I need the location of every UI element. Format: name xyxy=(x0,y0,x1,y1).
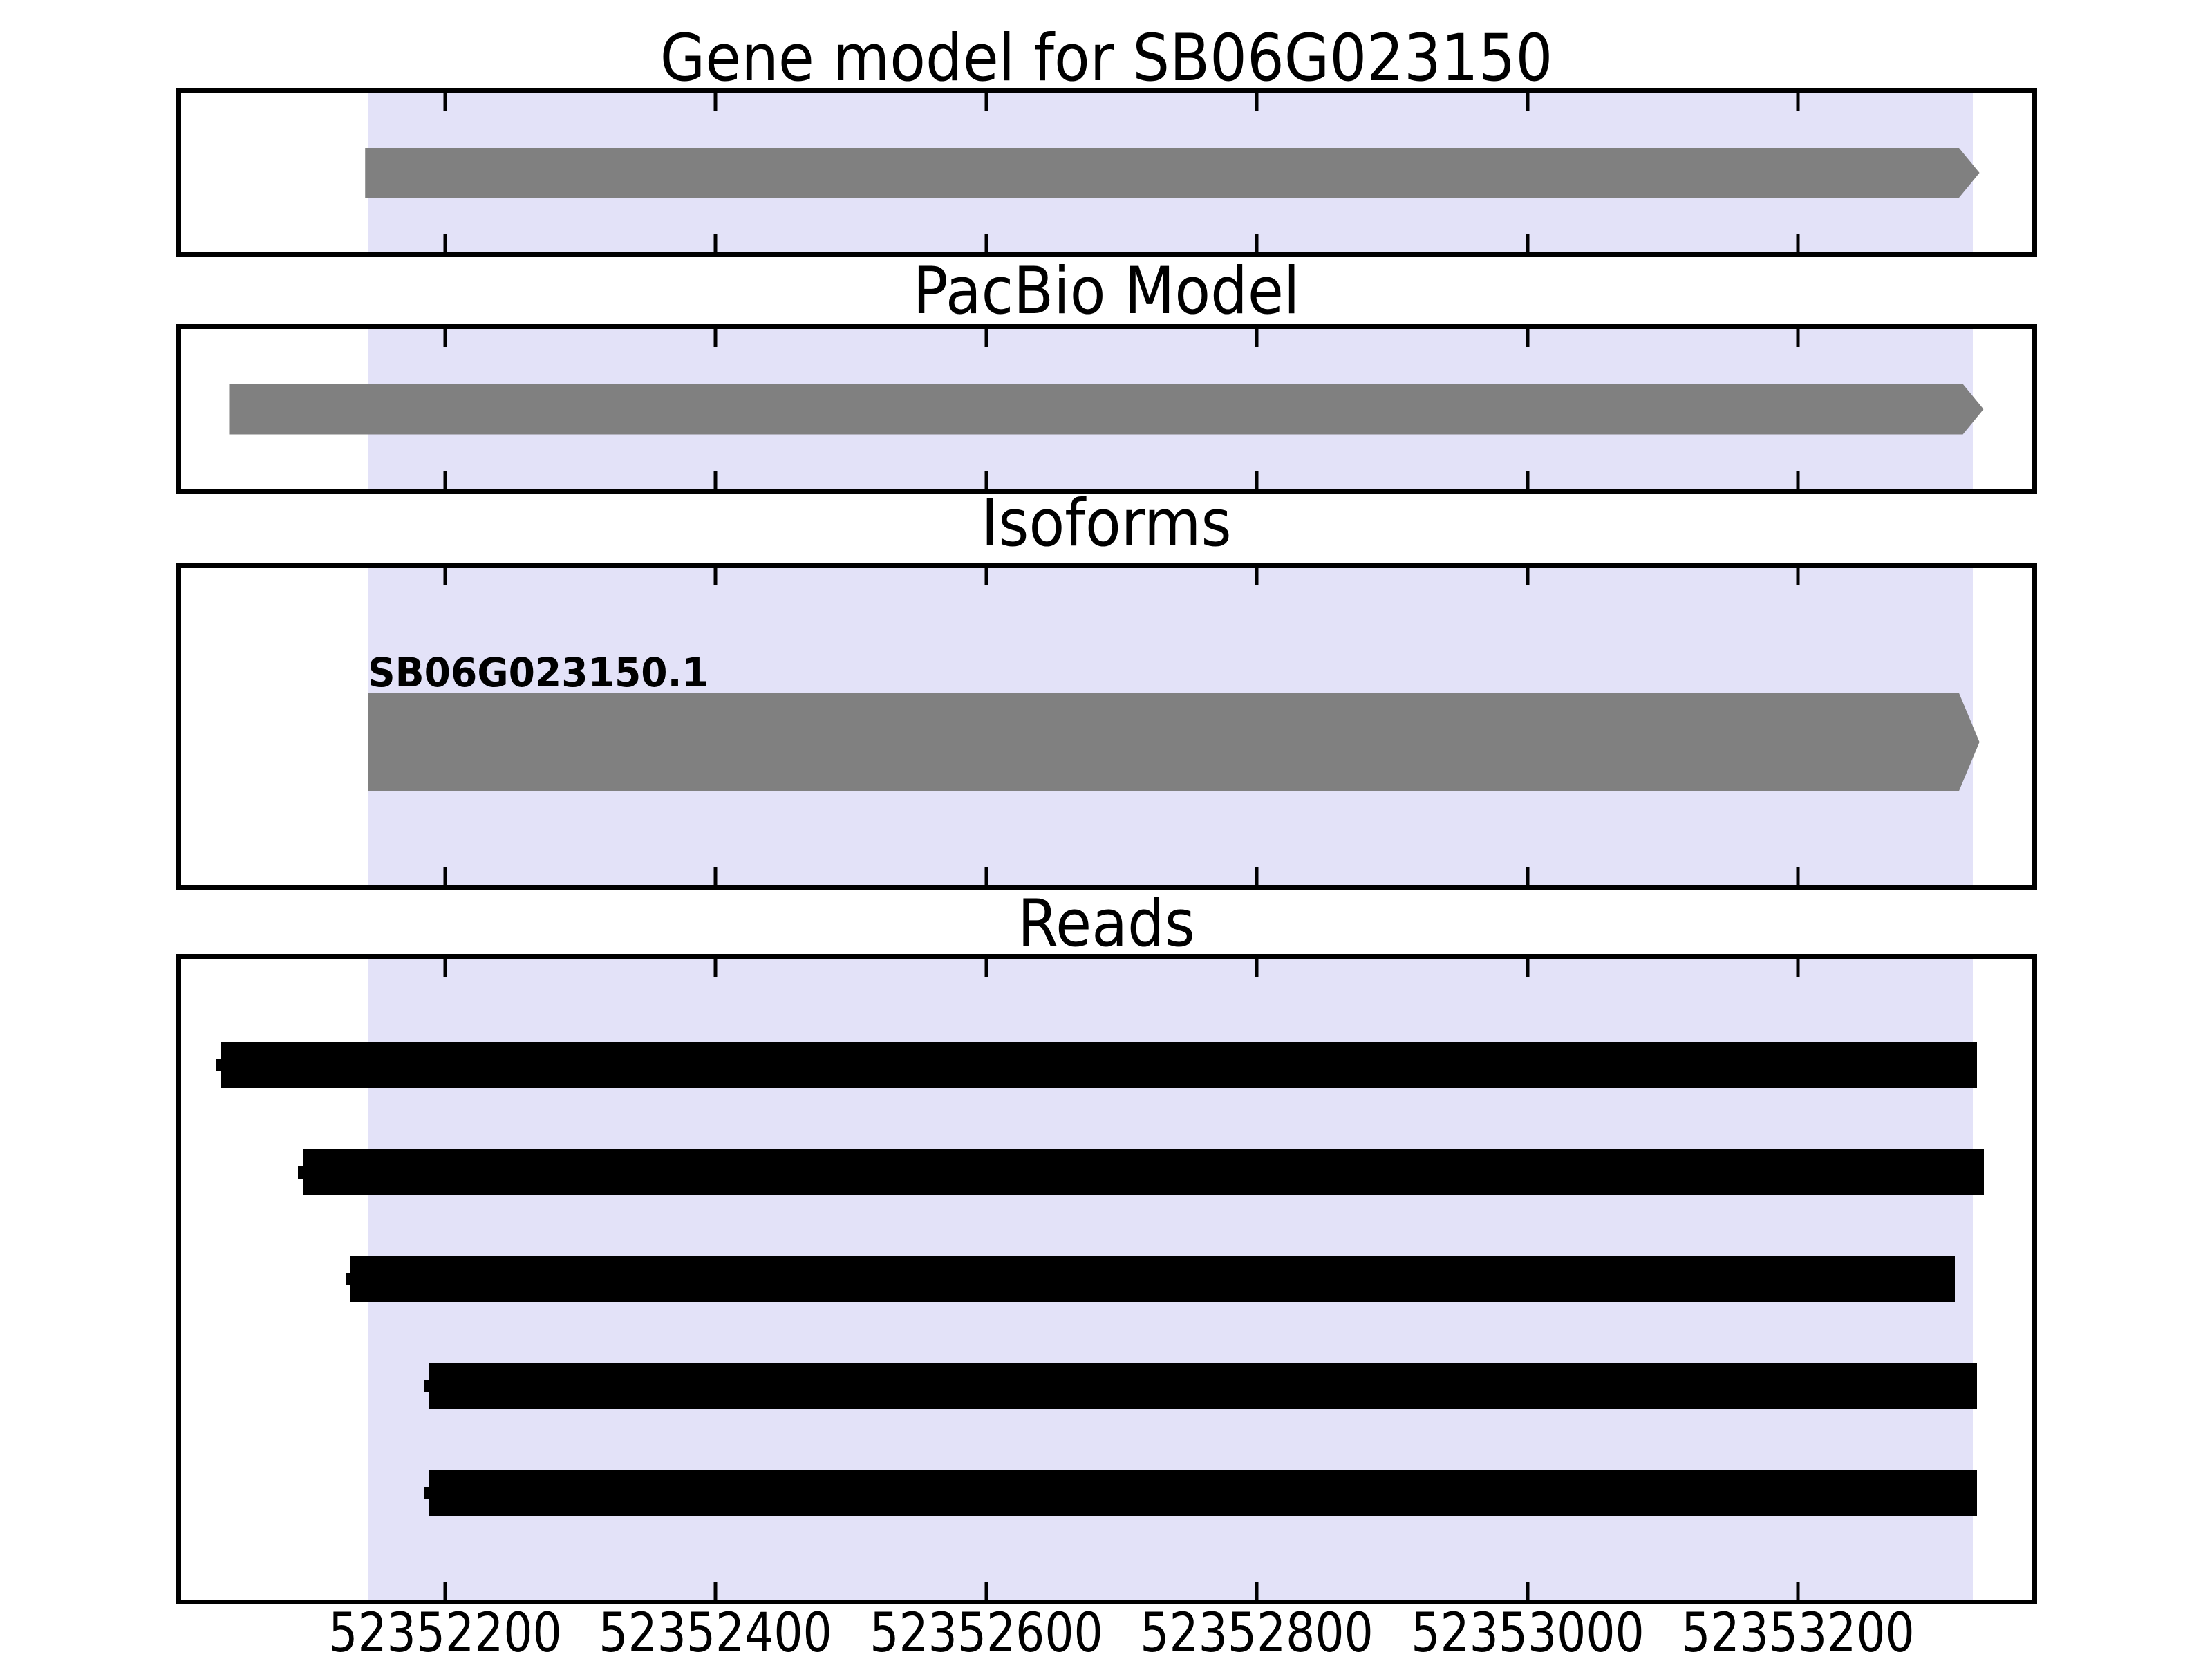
read-start-notch xyxy=(215,1058,225,1071)
axis-tick xyxy=(1255,471,1259,489)
axis-tick xyxy=(1526,867,1530,885)
axis-tick xyxy=(1796,471,1800,489)
axis-tick xyxy=(713,568,718,585)
read-bar xyxy=(424,1470,1977,1517)
track-title-isoforms: Isoforms xyxy=(981,486,1232,561)
axis-tick xyxy=(1796,93,1800,111)
axis-tick xyxy=(984,568,988,585)
axis-tick xyxy=(713,1582,718,1600)
axis-tick xyxy=(1255,959,1259,977)
axis-tick xyxy=(1255,867,1259,885)
axis-tick xyxy=(443,867,447,885)
axis-tick xyxy=(1526,568,1530,585)
axis-tick xyxy=(1255,93,1259,111)
axis-tick xyxy=(1526,93,1530,111)
gene-arrow xyxy=(365,148,1979,198)
panel-isoforms: SB06G023150.1 xyxy=(176,563,2037,890)
read-start-notch xyxy=(298,1165,308,1179)
track-title-reads: Reads xyxy=(1018,886,1195,962)
x-tick-label: 52353000 xyxy=(1411,1602,1644,1659)
gene-arrow xyxy=(368,693,1980,791)
read-bar xyxy=(424,1362,1977,1409)
read-start-notch xyxy=(424,1487,433,1500)
axis-tick xyxy=(984,471,988,489)
axis-tick xyxy=(1255,329,1259,347)
axis-tick xyxy=(713,93,718,111)
axis-tick xyxy=(1796,568,1800,585)
axis-tick xyxy=(984,93,988,111)
axis-tick xyxy=(1526,329,1530,347)
axis-tick xyxy=(984,1582,988,1600)
read-bar xyxy=(298,1149,1984,1196)
track-title-gene-model: Gene model for SB06G023150 xyxy=(659,21,1553,96)
axis-tick xyxy=(713,867,718,885)
panel-gene-model xyxy=(176,88,2037,257)
axis-tick xyxy=(1796,1582,1800,1600)
axis-tick xyxy=(443,329,447,347)
axis-tick xyxy=(1796,329,1800,347)
axis-tick xyxy=(984,234,988,252)
read-start-notch xyxy=(424,1380,433,1393)
x-tick-label: 52352400 xyxy=(599,1602,832,1659)
x-tick-label: 52352800 xyxy=(1140,1602,1374,1659)
axis-tick xyxy=(1796,867,1800,885)
axis-tick xyxy=(713,959,718,977)
x-tick-label: 52352600 xyxy=(870,1602,1103,1659)
axis-tick xyxy=(1255,568,1259,585)
read-bar xyxy=(345,1256,1956,1302)
axis-tick xyxy=(1526,234,1530,252)
axis-tick xyxy=(1255,1582,1259,1600)
axis-tick xyxy=(443,471,447,489)
axis-tick xyxy=(443,1582,447,1600)
axis-tick xyxy=(1526,471,1530,489)
axis-tick xyxy=(713,234,718,252)
axis-tick xyxy=(1255,234,1259,252)
axis-tick xyxy=(1796,959,1800,977)
axis-tick xyxy=(443,234,447,252)
axis-tick xyxy=(984,329,988,347)
read-start-notch xyxy=(345,1273,355,1286)
read-bar xyxy=(215,1042,1977,1089)
axis-tick xyxy=(443,93,447,111)
x-axis-tick-labels: 52352200 52352400 52352600 52352800 52353000… xyxy=(181,1606,2032,1659)
axis-tick xyxy=(1796,234,1800,252)
track-title-pacbio-model: PacBio Model xyxy=(912,254,1300,329)
gene-arrow xyxy=(229,384,1983,434)
axis-tick xyxy=(443,568,447,585)
axis-tick xyxy=(713,329,718,347)
axis-tick xyxy=(984,867,988,885)
axis-tick xyxy=(1526,959,1530,977)
x-tick-label: 52353200 xyxy=(1681,1602,1915,1659)
panel-reads xyxy=(176,954,2037,1604)
axis-tick xyxy=(713,471,718,489)
x-tick-label: 52352200 xyxy=(328,1602,562,1659)
axis-tick xyxy=(1526,1582,1530,1600)
axis-tick xyxy=(984,959,988,977)
isoform-label: SB06G023150.1 xyxy=(368,648,709,696)
axis-tick xyxy=(443,959,447,977)
panel-pacbio-model xyxy=(176,324,2037,494)
